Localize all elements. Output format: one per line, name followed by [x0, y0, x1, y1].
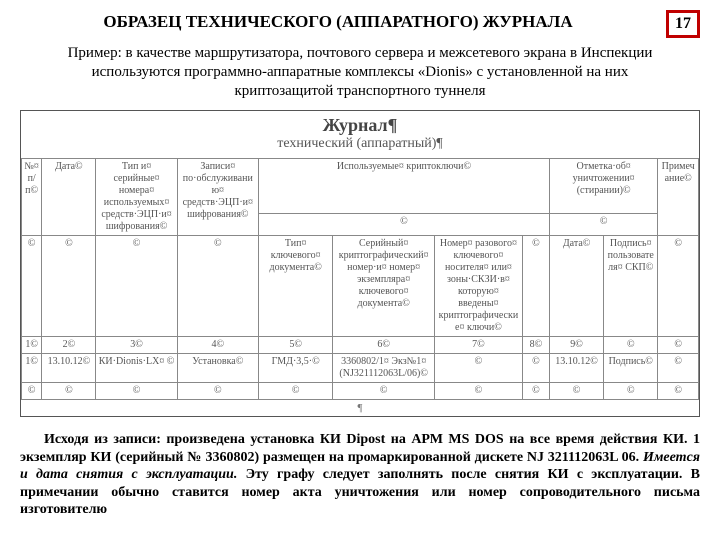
journal-pilcrow: ¶ — [21, 400, 699, 416]
footer-paragraph: Исходя из записи: произведена установка … — [20, 431, 700, 519]
journal-table: №¤ п/п© Дата© Тип и¤ серийные¤ номера¤ и… — [21, 158, 699, 400]
td: Установка© — [177, 354, 258, 383]
td: © — [658, 383, 699, 400]
th: © — [658, 236, 699, 337]
page-number-badge: 17 — [666, 10, 700, 38]
th: Используемые¤ криптоключи© — [258, 159, 549, 213]
table-header-row-1: №¤ п/п© Дата© Тип и¤ серийные¤ номера¤ и… — [22, 159, 699, 213]
td: © — [604, 337, 658, 354]
td: © — [550, 383, 604, 400]
main-title: ОБРАЗЕЦ ТЕХНИЧЕСКОГО (АППАРАТНОГО) ЖУРНА… — [20, 10, 656, 32]
th: Примечание© — [658, 159, 699, 236]
td: © — [434, 354, 522, 383]
td: 3© — [96, 337, 177, 354]
td: © — [604, 383, 658, 400]
td: © — [22, 383, 42, 400]
td: © — [42, 383, 96, 400]
th: Записи¤ по·обслуживанию¤ средств·ЭЦП·и¤ … — [177, 159, 258, 236]
td: 2© — [42, 337, 96, 354]
th: © — [258, 213, 549, 236]
journal-title: Журнал¶ — [21, 115, 699, 136]
th: Серийный¤ криптографический¤ номер·и¤ но… — [333, 236, 435, 337]
td: 9© — [550, 337, 604, 354]
th: Подпись¤ пользователя¤ СКП© — [604, 236, 658, 337]
td: 5© — [258, 337, 332, 354]
table-empty-row: © © © © © © © © © © © — [22, 383, 699, 400]
td: 4© — [177, 337, 258, 354]
td: 1© — [22, 354, 42, 383]
td: © — [434, 383, 522, 400]
intro-paragraph: Пример: в качестве маршрутизатора, почто… — [60, 44, 660, 100]
th: Дата© — [550, 236, 604, 337]
th: © — [22, 236, 42, 337]
th: © — [96, 236, 177, 337]
journal-box: Журнал¶ технический (аппаратный)¶ №¤ п/п… — [20, 110, 700, 417]
td: © — [658, 337, 699, 354]
th: Дата© — [42, 159, 96, 236]
td: © — [522, 383, 549, 400]
td: 8© — [522, 337, 549, 354]
td: © — [333, 383, 435, 400]
journal-subtitle: технический (аппаратный)¶ — [21, 136, 699, 152]
table-header-row-2: © © © © Тип¤ ключевого¤ документа© Серий… — [22, 236, 699, 337]
th: Тип и¤ серийные¤ номера¤ используемых¤ с… — [96, 159, 177, 236]
th: Номер¤ разового¤ ключевого¤ носителя¤ ил… — [434, 236, 522, 337]
th: Отметка·об¤ уничтожении¤ (стирании)© — [550, 159, 658, 213]
td: 1© — [22, 337, 42, 354]
table-data-row: 1© 13.10.12© КИ·Dionis·LX¤ © Установка© … — [22, 354, 699, 383]
td: 13.10.12© — [42, 354, 96, 383]
th: © — [550, 213, 658, 236]
td: © — [258, 383, 332, 400]
td: © — [658, 354, 699, 383]
th: © — [522, 236, 549, 337]
th: №¤ п/п© — [22, 159, 42, 236]
th: © — [177, 236, 258, 337]
td: 6© — [333, 337, 435, 354]
td: © — [522, 354, 549, 383]
td: КИ·Dionis·LX¤ © — [96, 354, 177, 383]
th: © — [42, 236, 96, 337]
td: 3360802/1¤ Экз№1¤ (NJ321112063L/06)© — [333, 354, 435, 383]
td: ГМД·3,5·© — [258, 354, 332, 383]
th: Тип¤ ключевого¤ документа© — [258, 236, 332, 337]
td: 7© — [434, 337, 522, 354]
td: Подпись© — [604, 354, 658, 383]
td: © — [177, 383, 258, 400]
td: 13.10.12© — [550, 354, 604, 383]
table-number-row: 1© 2© 3© 4© 5© 6© 7© 8© 9© © © — [22, 337, 699, 354]
td: © — [96, 383, 177, 400]
footer-bold: Исходя из записи: произведена установка … — [20, 432, 700, 465]
